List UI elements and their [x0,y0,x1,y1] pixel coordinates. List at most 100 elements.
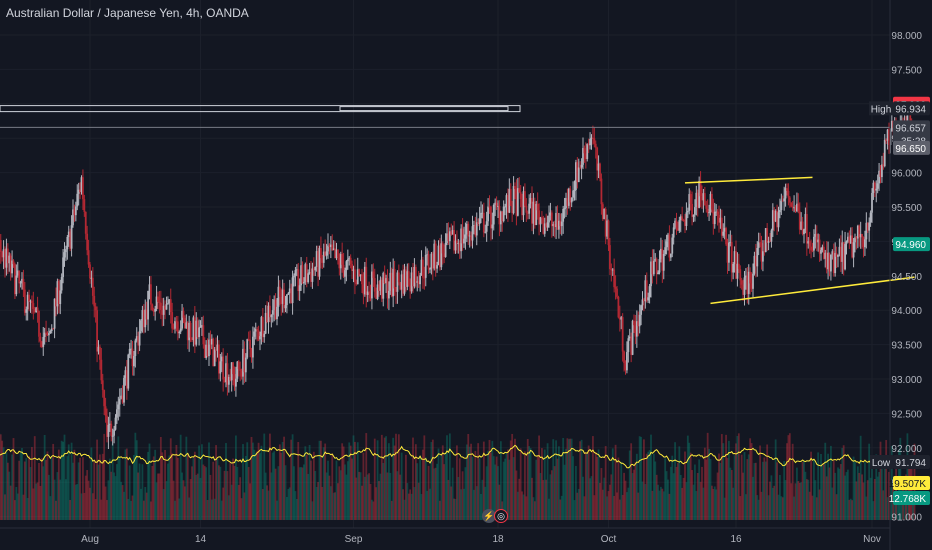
volume-bar [12,438,15,520]
price-tick: 91.000 [891,513,922,524]
volume-bar [317,481,319,520]
volume-bar [885,440,888,520]
volume-bar [650,434,652,520]
candle-body [375,291,378,299]
volume-bar [321,486,324,520]
candle-body [559,220,562,227]
candle-body [385,278,387,284]
volume-bar [844,475,846,520]
volume-bar [239,477,242,520]
earnings-icon[interactable]: ◎ [494,509,508,523]
candle-body [244,357,247,373]
lightning-icon[interactable]: ⚡ [482,509,496,523]
resistance-zone-inner[interactable] [339,106,509,112]
volume-bar [533,501,536,520]
candle-body [337,249,339,258]
candle-body [695,192,698,208]
candle-body [400,274,403,290]
volume-bar [182,480,185,520]
candle-body [735,251,737,279]
candle-body [709,193,712,213]
candle-body [259,336,261,340]
candle-body [660,248,662,259]
volume-bar [733,455,736,520]
candle-body [104,406,107,416]
volume-bar [395,433,397,520]
candle-body [304,264,307,282]
time-axis[interactable]: 17Aug14Sep18Oct16Nov15Dec18202415Feb [0,534,932,545]
volume-bar [142,500,145,520]
candle-body [618,317,621,320]
candle-body [117,404,120,410]
volume-bar [842,445,845,520]
upper-trendline[interactable] [684,176,813,184]
volume-bar [107,480,110,520]
volume-bar [706,432,709,520]
volume-bar [743,452,746,520]
candle-body [876,183,879,189]
volume-bar [569,438,572,520]
candle-body [409,285,412,292]
volume-bar [380,434,383,520]
volume-bar [358,471,361,520]
volume-bar [349,445,352,520]
candle-body [817,239,820,243]
candle-body [35,307,38,312]
volume-bar [338,466,341,520]
candle-body [355,282,358,285]
resistance-zone[interactable] [0,105,521,113]
lower-trendline[interactable] [710,276,915,305]
volume-bar [640,436,642,520]
candle-body [77,189,80,194]
volume-bar [444,453,447,520]
volume-bar [723,497,726,520]
volume-bar [152,456,155,520]
candle-body [458,243,461,252]
volume-bar [549,474,552,520]
candle-body [878,170,880,184]
volume-bar [550,470,553,520]
volume-bar [328,475,331,520]
volume-bar [293,466,295,520]
candle-body [521,199,523,216]
candle-body [260,317,263,337]
volume-bar [280,452,283,520]
candle-body [320,248,322,259]
volume-bar [854,462,856,520]
volume-bar [402,489,404,520]
candle-body [366,291,369,295]
candle-body [790,202,793,207]
candle-body [100,359,103,381]
volume-bar [732,487,735,520]
volume-bar [106,500,108,520]
candle-body [133,355,135,367]
volume-bar [303,464,305,520]
volume-bar [1,440,4,520]
volume-bar [90,447,93,520]
drawings[interactable] [0,105,915,305]
candle-body [498,205,501,225]
volume-bar [422,449,424,520]
volume-bar [131,495,134,520]
volume-bar [737,433,740,520]
volume-bar [342,446,345,520]
candle-body [827,252,829,270]
volume-bar [140,488,142,520]
volume-bar [797,481,800,520]
candle-body [587,143,590,146]
candle-body [446,233,448,243]
candle-body [691,203,693,217]
candle-body [213,349,216,367]
volume-bar [556,458,559,520]
volume-bar [266,485,268,520]
volume-bar [651,490,654,520]
volume-bar [26,497,29,520]
volume-bar [671,455,674,520]
candle-body [495,202,498,207]
volume-bar [736,435,739,520]
volume-bar [458,458,461,520]
candle-body [777,212,780,228]
volume-bar [719,462,722,520]
candle-body [125,370,128,389]
